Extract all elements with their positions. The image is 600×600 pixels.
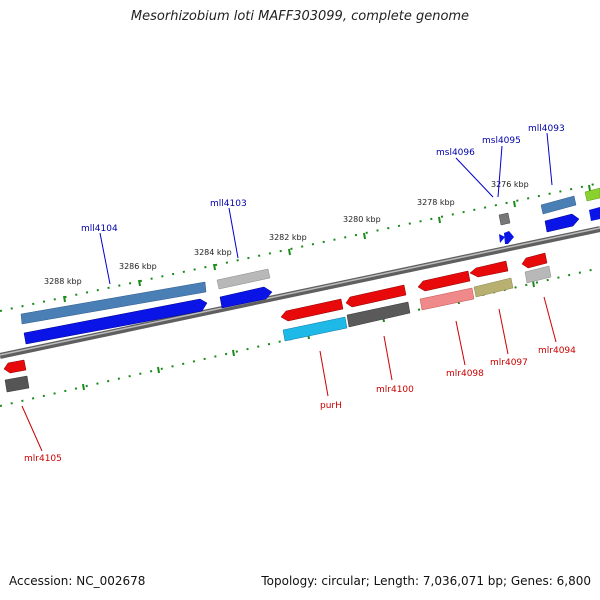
scale-tick (232, 349, 235, 357)
scale-label: 3278 kbp (417, 198, 455, 207)
scale-tick (363, 232, 366, 240)
gene-mlr4100[interactable] (345, 284, 407, 308)
gene-label-mll4103[interactable]: mll4103 (210, 199, 247, 209)
gene-label-msl4095[interactable]: msl4095 (482, 136, 521, 146)
gene-purH[interactable] (280, 298, 344, 322)
gene-mlr4097[interactable] (469, 260, 509, 278)
gene-labels: mll4104 mll4103 msl4096 msl4095 mll4093 … (24, 124, 576, 464)
gene-cds-purH[interactable] (282, 316, 348, 342)
scale-tick (213, 263, 216, 271)
scale-tick (513, 200, 516, 208)
scale-label: 3288 kbp (44, 277, 82, 286)
scale-tick (82, 383, 85, 391)
gene-label-mlr4098[interactable]: mlr4098 (446, 369, 484, 379)
gene-label-purH[interactable]: purH (320, 401, 342, 411)
gene-msl4096[interactable] (498, 212, 511, 226)
gene-label-mlr4100[interactable]: mlr4100 (376, 385, 414, 395)
gene-cds-msl4095[interactable] (504, 231, 514, 244)
scale-tick (438, 216, 441, 224)
gene-mll4093[interactable] (540, 195, 577, 215)
leader-line-mll4104 (99, 232, 111, 285)
scale-tick (157, 366, 160, 374)
leader-line-mlr4100 (383, 335, 393, 381)
gene-label-mll4104[interactable]: mll4104 (81, 224, 118, 234)
scale-label: 3280 kbp (343, 215, 381, 224)
gene-cds-msl4096[interactable] (499, 234, 505, 243)
accession-text: Accession: NC_002678 (9, 574, 146, 588)
gene-mlr4105[interactable] (3, 359, 27, 374)
scale-label: 3286 kbp (119, 262, 157, 271)
gene-mlr4098[interactable] (417, 270, 471, 292)
gene-mlr4094[interactable] (521, 252, 548, 269)
genome-backbone (0, 226, 600, 359)
leader-line-purH (319, 350, 329, 397)
gene-cds-mll4093[interactable] (544, 213, 580, 233)
page-title: Mesorhizobium loti MAFF303099, complete … (130, 9, 470, 24)
gene-cds-mll4103[interactable] (219, 286, 273, 309)
forward-strand-genes (3, 252, 552, 393)
gene-cds-right-edge[interactable] (589, 207, 600, 221)
gene-cds-mlr4098[interactable] (419, 287, 475, 311)
scale-tick (63, 295, 66, 303)
reverse-strand-genes (20, 187, 600, 345)
upper-tick-row (0, 182, 600, 312)
leader-line-mll4103 (228, 207, 239, 259)
leader-line-msl4096 (455, 157, 494, 198)
gene-mll4103[interactable] (216, 268, 271, 290)
gene-label-mlr4105[interactable]: mlr4105 (24, 454, 62, 464)
gene-mll4104[interactable] (20, 281, 207, 325)
gene-label-mll4093[interactable]: mll4093 (528, 124, 565, 134)
scale-label: 3282 kbp (269, 233, 307, 242)
gene-label-mlr4097[interactable]: mlr4097 (490, 358, 528, 368)
gene-right-edge-green[interactable] (584, 187, 600, 202)
scale-labels: 3288 kbp 3286 kbp 3284 kbp 3282 kbp 3280… (44, 180, 529, 286)
gene-label-mlr4094[interactable]: mlr4094 (538, 346, 576, 356)
genome-summary-text: Topology: circular; Length: 7,036,071 bp… (261, 574, 591, 588)
leader-line-mll4093 (546, 132, 553, 186)
scale-tick (532, 280, 535, 288)
gene-cds-mlr4105[interactable] (4, 375, 30, 393)
leader-line-msl4095 (497, 145, 503, 198)
leader-line-mlr4098 (455, 320, 466, 366)
gene-cds-mlr4100[interactable] (346, 301, 411, 328)
scale-tick (138, 279, 141, 287)
gene-cds-mlr4097[interactable] (473, 277, 514, 298)
gene-label-msl4096[interactable]: msl4096 (436, 148, 475, 158)
leader-lines (21, 132, 557, 452)
leader-line-mlr4097 (498, 308, 509, 355)
leader-line-mlr4105 (21, 405, 43, 452)
gene-cds-mlr4094[interactable] (524, 265, 552, 284)
leader-line-mlr4094 (543, 296, 557, 343)
scale-tick (588, 184, 591, 192)
scale-label: 3284 kbp (194, 248, 232, 257)
gene-cds-mll4104[interactable] (23, 298, 208, 345)
scale-label: 3276 kbp (491, 180, 529, 189)
scale-tick (288, 248, 291, 256)
